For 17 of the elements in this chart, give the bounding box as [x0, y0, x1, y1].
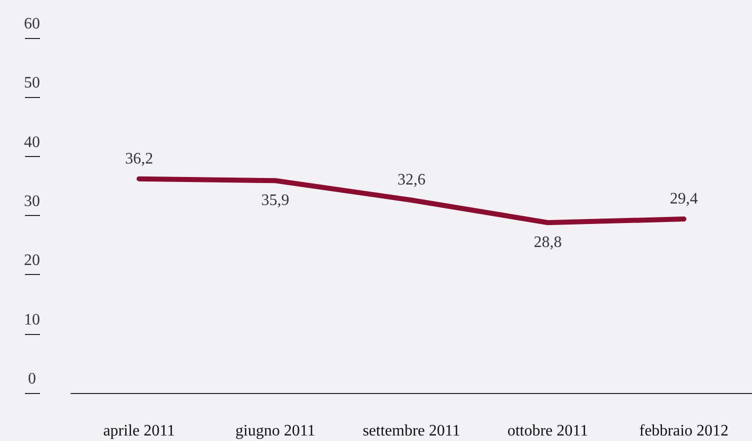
- y-tick-label: 10: [24, 311, 40, 328]
- x-tick-label: ottobre 2011: [507, 422, 588, 440]
- y-tick-label: 60: [24, 16, 40, 32]
- data-label: 36,2: [125, 150, 154, 168]
- data-label: 28,8: [534, 234, 562, 252]
- x-tick-label: settembre 2011: [362, 422, 460, 440]
- x-tick-label: aprile 2011: [103, 422, 176, 440]
- data-label: 35,9: [261, 192, 290, 210]
- y-tick-label: 50: [24, 74, 40, 92]
- y-tick-label: 0: [28, 370, 36, 388]
- y-tick-label: 40: [24, 134, 40, 151]
- x-tick-label: febbraio 2012: [639, 422, 729, 440]
- y-tick-label: 30: [24, 193, 40, 210]
- data-label: 29,4: [670, 190, 698, 208]
- data-label: 32,6: [398, 172, 426, 189]
- y-tick-label: 20: [24, 252, 40, 270]
- x-tick-label: giugno 2011: [235, 422, 316, 440]
